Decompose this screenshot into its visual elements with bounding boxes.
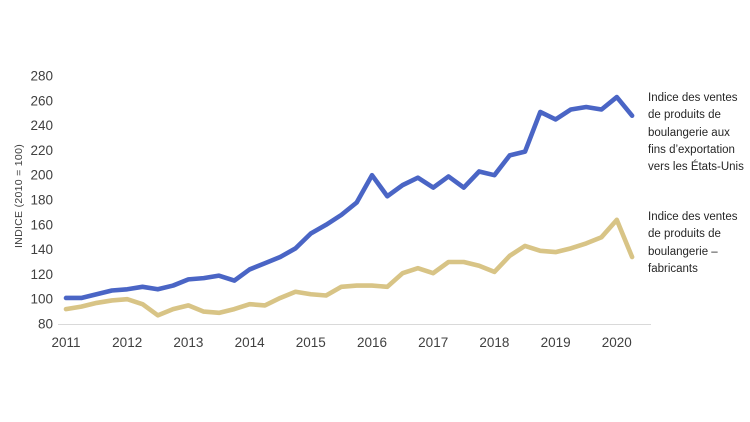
y-tick-label: 220	[30, 143, 53, 158]
series-label-manufacturers: Indice des ventes de produits de boulang…	[648, 211, 738, 275]
x-tick-label: 2012	[112, 335, 142, 350]
y-tick-label: 80	[38, 317, 53, 332]
x-tick-label: 2020	[602, 335, 632, 350]
y-tick-label: 200	[30, 168, 53, 183]
y-tick-label: 140	[30, 242, 53, 257]
x-tick-label: 2016	[357, 335, 387, 350]
x-tick-label: 2011	[51, 335, 80, 350]
x-tick-label: 2017	[418, 335, 448, 350]
series-label-exports: Indice des ventes de produits de boulang…	[648, 92, 744, 173]
series-line-exports	[63, 94, 635, 301]
y-tick-label: 240	[30, 118, 53, 133]
y-tick-label: 120	[30, 267, 53, 282]
y-tick-label: 100	[30, 292, 53, 307]
y-tick-label: 160	[30, 217, 53, 232]
y-tick-label: 260	[30, 93, 53, 108]
x-tick-label: 2014	[235, 335, 266, 350]
y-tick-label: 280	[30, 69, 53, 84]
x-tick-label: 2019	[541, 335, 571, 350]
series-line-manufacturers	[63, 217, 635, 318]
y-tick-label: 180	[30, 193, 53, 208]
x-tick-label: 2013	[173, 335, 203, 350]
x-tick-label: 2015	[296, 335, 326, 350]
x-tick-label: 2018	[479, 335, 509, 350]
